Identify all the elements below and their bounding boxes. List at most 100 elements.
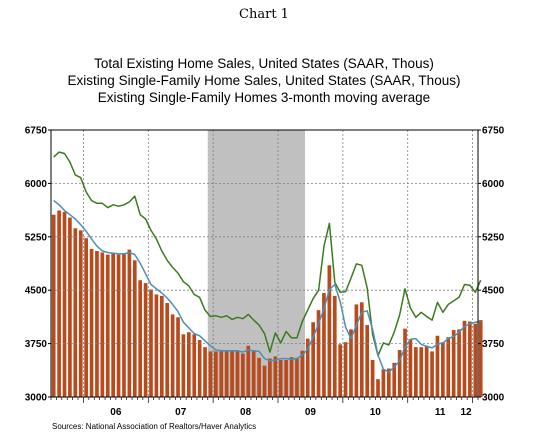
bar-single-family	[78, 230, 83, 397]
bar-single-family	[414, 347, 418, 397]
y-tick-label-right: 6000	[482, 179, 505, 190]
bar-single-family	[51, 214, 56, 397]
bar-single-family	[235, 350, 240, 397]
bar-single-family	[392, 362, 397, 397]
bar-single-family	[192, 334, 197, 397]
bar-single-family	[295, 357, 299, 397]
bar-single-family	[332, 295, 337, 397]
x-tick-label: 06	[110, 407, 122, 418]
bar-single-family	[457, 329, 461, 397]
bar-single-family	[230, 351, 234, 397]
x-tick-label: 11	[435, 407, 446, 418]
bar-single-family	[116, 254, 121, 397]
chart-title-moving-average: Existing Single-Family Homes 3-month mov…	[98, 90, 430, 105]
y-tick-label-left: 4500	[25, 286, 48, 297]
bar-single-family	[241, 353, 245, 397]
bar-single-family	[305, 338, 310, 397]
bar-single-family	[181, 334, 186, 397]
bar-single-family	[122, 253, 126, 397]
x-tick-label: 08	[240, 407, 252, 418]
chart-title-total: Total Existing Home Sales, United States…	[94, 56, 434, 71]
y-tick-label-left: 6750	[25, 126, 48, 137]
bar-single-family	[203, 347, 207, 397]
bar-single-family	[89, 248, 94, 397]
bar-single-family	[424, 345, 429, 397]
bar-single-family	[73, 228, 78, 397]
bar-single-family	[186, 332, 191, 397]
bar-single-family	[289, 357, 294, 397]
bar-single-family	[214, 351, 218, 397]
bar-single-family	[68, 217, 72, 397]
bar-single-family	[468, 321, 472, 397]
source-note: Sources: National Association of Realtor…	[52, 422, 256, 431]
y-tick-label-left: 3000	[25, 393, 48, 404]
bar-single-family	[105, 254, 110, 397]
bar-single-family	[95, 251, 99, 397]
y-tick-label-right: 5250	[482, 232, 505, 243]
chart-title-single-family: Existing Single-Family Home Sales, Unite…	[68, 73, 461, 88]
x-tick-label: 09	[305, 407, 317, 418]
bar-single-family	[197, 340, 202, 397]
bar-single-family	[327, 265, 332, 397]
bar-single-family	[435, 335, 440, 397]
bar-single-family	[246, 345, 251, 397]
bar-single-family	[127, 249, 132, 397]
bar-single-family	[300, 350, 305, 397]
bar-single-family	[446, 337, 451, 397]
bar-single-family	[132, 260, 137, 397]
bar-single-family	[84, 238, 88, 397]
bar-single-family	[251, 351, 256, 397]
chart-caption: Chart 1	[239, 7, 289, 22]
bar-single-family	[311, 322, 315, 397]
recession-shading	[207, 130, 306, 397]
bar-single-family	[170, 314, 175, 397]
bar-single-family	[57, 210, 61, 397]
bar-single-family	[419, 347, 424, 397]
bar-single-family	[154, 294, 159, 397]
bar-single-family	[441, 342, 445, 397]
bar-single-family	[224, 350, 229, 397]
bar-single-family	[397, 350, 402, 397]
plot-frame	[50, 129, 479, 398]
bar-single-family	[338, 344, 343, 397]
bar-single-family	[268, 358, 272, 397]
y-tick-label-left: 5250	[25, 232, 48, 243]
bar-single-family	[100, 252, 105, 397]
y-tick-label-right: 3750	[482, 339, 505, 350]
bar-single-family	[284, 359, 288, 397]
bar-single-family	[143, 283, 148, 397]
bar-single-family	[62, 211, 67, 397]
bar-single-family	[278, 359, 283, 397]
bar-single-family	[262, 365, 267, 397]
plot-area: 3000 3000 3750 3750 4500 4500 5250 5250 6000 6000…	[25, 126, 505, 419]
bar-single-family	[451, 330, 456, 397]
bar-single-family	[478, 320, 483, 397]
bar-single-family	[376, 379, 380, 397]
bar-single-family	[176, 317, 180, 397]
bar-single-family	[219, 350, 224, 397]
bar-single-family	[159, 295, 164, 397]
bar-single-family	[273, 356, 278, 397]
x-tick-label: 07	[175, 407, 187, 418]
bar-single-family	[316, 310, 321, 397]
y-tick-label-right: 4500	[482, 286, 505, 297]
bar-single-family	[349, 329, 353, 397]
bar-single-family	[408, 339, 413, 397]
y-tick-label-right: 3000	[482, 393, 505, 404]
y-tick-label-right: 6750	[482, 126, 505, 137]
bar-single-family	[359, 302, 364, 397]
y-tick-label-left: 3750	[25, 339, 48, 350]
bar-single-family	[208, 351, 213, 397]
bar-single-family	[354, 304, 359, 397]
bar-single-family	[430, 351, 434, 397]
bar-single-family	[386, 368, 391, 397]
bar-single-family	[111, 252, 115, 397]
x-tick-label: 10	[370, 407, 382, 418]
y-tick-label-left: 6000	[25, 179, 48, 190]
bar-single-family	[165, 303, 170, 397]
line-total-existing-sales	[53, 151, 482, 357]
bar-single-family	[365, 325, 370, 397]
line-moving-average	[53, 199, 481, 373]
bar-single-family	[257, 357, 261, 397]
bar-single-family	[462, 320, 467, 397]
